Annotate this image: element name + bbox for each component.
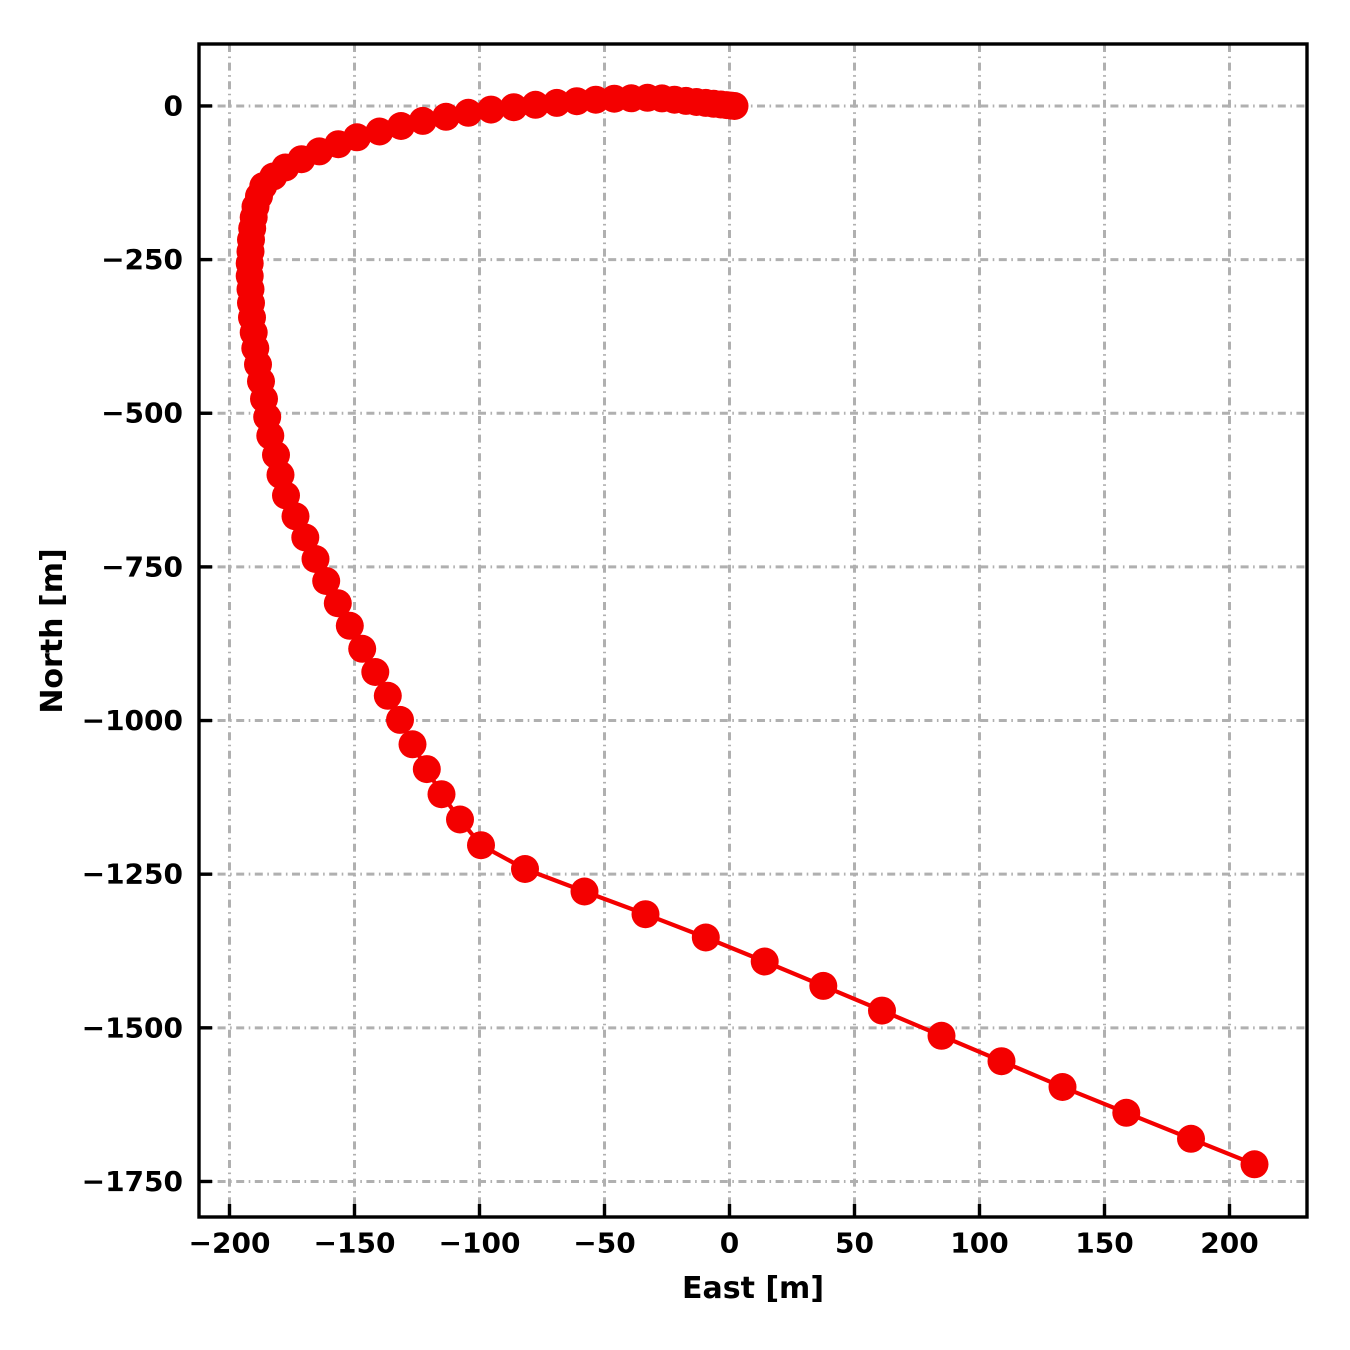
trajectory-marker [335,611,364,640]
trajectory-marker [454,98,483,127]
trajectory-marker [1112,1098,1141,1127]
trajectory-marker [570,877,599,906]
trajectory-marker [412,755,441,784]
y-tick-label: 0 [164,89,183,122]
x-tick-label: 150 [1075,1227,1133,1260]
trajectory-marker [348,634,377,663]
trajectory-marker [511,855,539,883]
trajectory-marker [477,95,505,124]
x-tick-label: 50 [835,1227,874,1260]
trajectory-marker [365,117,394,146]
y-tick-label: −1000 [82,704,183,737]
x-axis-label: East [m] [682,1271,824,1306]
trajectory-marker [387,112,415,140]
trajectory-marker [467,831,495,860]
x-tick-label: −200 [189,1227,271,1260]
data-layer [235,83,1269,1179]
trajectory-marker [521,90,550,119]
y-tick-label: −1500 [82,1011,183,1044]
trajectory-marker [361,658,390,686]
trajectory-marker [1240,1150,1269,1179]
trajectory-marker [987,1047,1016,1076]
trajectory-marker [323,589,352,618]
trajectory-line [247,95,1256,1167]
x-tick-label: 200 [1200,1227,1258,1260]
y-tick-label: −250 [101,243,183,276]
trajectory-marker [432,102,460,131]
y-tick-label: −750 [101,550,183,583]
trajectory-marker [291,523,320,552]
x-tick-label: −100 [439,1227,521,1260]
trajectory-marker [427,780,456,809]
trajectory-marker [809,971,838,1000]
x-tick-label: −50 [573,1227,635,1260]
y-tick-label: −500 [101,397,183,430]
trajectory-marker [562,87,591,116]
trajectory-marker [408,106,437,135]
trajectory-marker [446,805,474,834]
x-tick-label: 0 [720,1227,739,1260]
trajectory-marker [499,93,528,122]
y-tick-label: −1750 [82,1165,183,1198]
trajectory-marker [868,996,896,1025]
trajectory-marker [1048,1073,1077,1101]
trajectory-marker [272,481,300,510]
y-axis-label: North [m] [35,548,70,713]
trajectory-marker [691,923,720,952]
trajectory-marker [301,545,330,573]
trajectory-marker [1177,1124,1205,1153]
plot-border [197,42,1309,1219]
x-tick-label: 100 [950,1227,1008,1260]
trajectory-marker [750,947,779,976]
trajectory-marker [373,681,402,710]
trajectory-marker [281,502,310,531]
trajectory-marker [927,1021,956,1050]
trajectory-marker [312,567,341,595]
x-tick-label: −150 [314,1227,396,1260]
trajectory-marker [542,88,571,117]
trajectory-marker [386,705,414,734]
trajectory-marker [631,900,660,929]
axes-layer: −200 −150 −100 −50 0 50 100 150 2000−250−500−750… [82,42,1309,1260]
grid-layer [199,44,1307,1217]
y-tick-label: −1250 [82,858,183,891]
trajectory-marker [398,730,427,759]
